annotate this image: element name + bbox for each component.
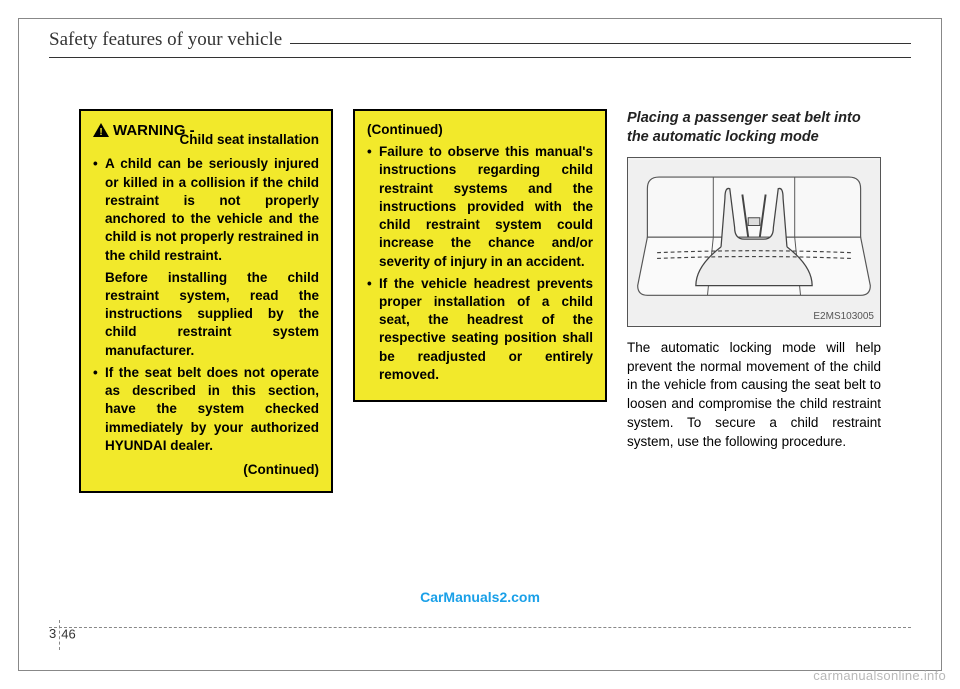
page-number-value: 46 bbox=[61, 626, 75, 641]
warning2-bullet-1: Failure to observe this manual's instruc… bbox=[367, 143, 593, 271]
warning-box-1: ! WARNING - Child seat installation A ch… bbox=[79, 109, 333, 493]
warning-icon: ! bbox=[93, 123, 109, 143]
svg-text:!: ! bbox=[99, 127, 102, 137]
warning2-bullet-2: If the vehicle headrest prevents proper … bbox=[367, 275, 593, 384]
watermark: carmanualsonline.info bbox=[813, 668, 946, 683]
body-paragraph: The automatic locking mode will help pre… bbox=[627, 339, 881, 452]
warning1-para: Before installing the child restraint sy… bbox=[93, 269, 319, 360]
page-number: 3 46 bbox=[49, 620, 76, 650]
continued-top-label: (Continued) bbox=[367, 121, 593, 139]
footer-dotted-line bbox=[49, 627, 911, 628]
warning-box-2: (Continued) Failure to observe this manu… bbox=[353, 109, 607, 402]
column-3: Placing a passenger seat belt into the a… bbox=[627, 109, 881, 493]
header-title: Safety features of your vehicle bbox=[49, 29, 290, 51]
figure-label: E2MS103005 bbox=[813, 311, 874, 322]
section-title: Placing a passenger seat belt into the a… bbox=[627, 109, 881, 147]
page-frame: Safety features of your vehicle ! WARNIN… bbox=[18, 18, 942, 671]
column-1: ! WARNING - Child seat installation A ch… bbox=[79, 109, 333, 493]
section-number: 3 bbox=[49, 626, 56, 641]
footer-link[interactable]: CarManuals2.com bbox=[420, 589, 540, 605]
content-columns: ! WARNING - Child seat installation A ch… bbox=[79, 109, 881, 493]
warning1-bullet-1: A child can be seriously injured or kill… bbox=[93, 155, 319, 264]
column-2: (Continued) Failure to observe this manu… bbox=[353, 109, 607, 493]
header-rule-bottom bbox=[49, 57, 911, 58]
warning1-bullet-2: If the seat belt does not operate as des… bbox=[93, 364, 319, 455]
seat-illustration-icon bbox=[628, 158, 880, 326]
page-header: Safety features of your vehicle bbox=[49, 29, 911, 69]
figure-seat-belt: E2MS103005 bbox=[627, 157, 881, 327]
continued-label: (Continued) bbox=[93, 461, 319, 479]
